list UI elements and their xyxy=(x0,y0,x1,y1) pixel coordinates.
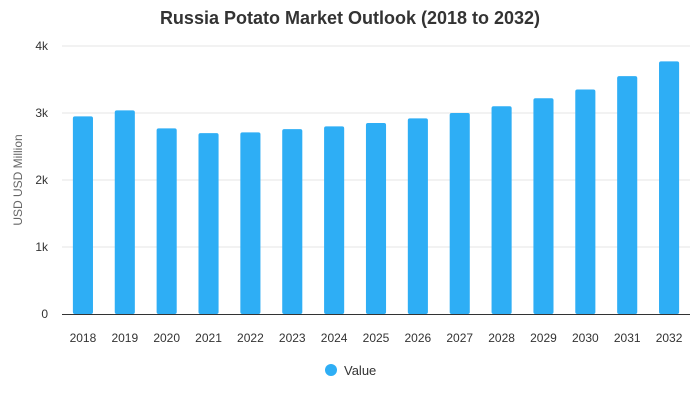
bar[interactable] xyxy=(198,133,219,314)
bar[interactable] xyxy=(575,89,596,314)
bars xyxy=(72,61,680,315)
bar[interactable] xyxy=(491,106,512,314)
bar[interactable] xyxy=(449,113,470,314)
bar[interactable] xyxy=(114,110,135,314)
x-tick-label: 2026 xyxy=(405,331,432,345)
bar[interactable] xyxy=(72,116,93,314)
bar[interactable] xyxy=(659,61,680,314)
chart-title: Russia Potato Market Outlook (2018 to 20… xyxy=(160,8,540,28)
y-tick-label: 3k xyxy=(35,106,49,120)
x-tick-label: 2028 xyxy=(488,331,515,345)
legend-label: Value xyxy=(344,363,376,378)
x-tick-label: 2021 xyxy=(195,331,222,345)
y-tick-label: 0 xyxy=(41,307,48,321)
bar[interactable] xyxy=(617,76,638,315)
x-tick-label: 2027 xyxy=(446,331,473,345)
x-tick-label: 2020 xyxy=(153,331,180,345)
x-tick-label: 2031 xyxy=(614,331,641,345)
x-tick-label: 2022 xyxy=(237,331,264,345)
y-tick-label: 1k xyxy=(35,240,49,254)
x-tick-label: 2024 xyxy=(321,331,348,345)
bar[interactable] xyxy=(324,126,345,315)
bar[interactable] xyxy=(282,129,303,314)
bar[interactable] xyxy=(240,132,261,314)
legend-marker xyxy=(325,364,337,376)
x-tick-label: 2023 xyxy=(279,331,306,345)
legend[interactable]: Value xyxy=(325,363,376,378)
y-axis-label: USD USD Million xyxy=(11,134,25,225)
bar[interactable] xyxy=(407,118,428,314)
x-tick-label: 2019 xyxy=(111,331,138,345)
x-tick-label: 2029 xyxy=(530,331,557,345)
x-tick-label: 2032 xyxy=(656,331,683,345)
y-tick-label: 2k xyxy=(35,173,49,187)
x-axis-ticks: 2018 2019 2020 2021 2022 2023 2024 2025 2026 2027… xyxy=(70,331,683,345)
bar[interactable] xyxy=(156,128,177,314)
x-tick-label: 2030 xyxy=(572,331,599,345)
bar[interactable] xyxy=(365,123,387,314)
bar[interactable] xyxy=(533,98,554,314)
y-tick-label: 4k xyxy=(35,39,49,53)
x-tick-label: 2025 xyxy=(363,331,390,345)
x-tick-label: 2018 xyxy=(70,331,97,345)
y-axis-ticks: 0 1k 2k 3k 4k xyxy=(35,39,49,321)
